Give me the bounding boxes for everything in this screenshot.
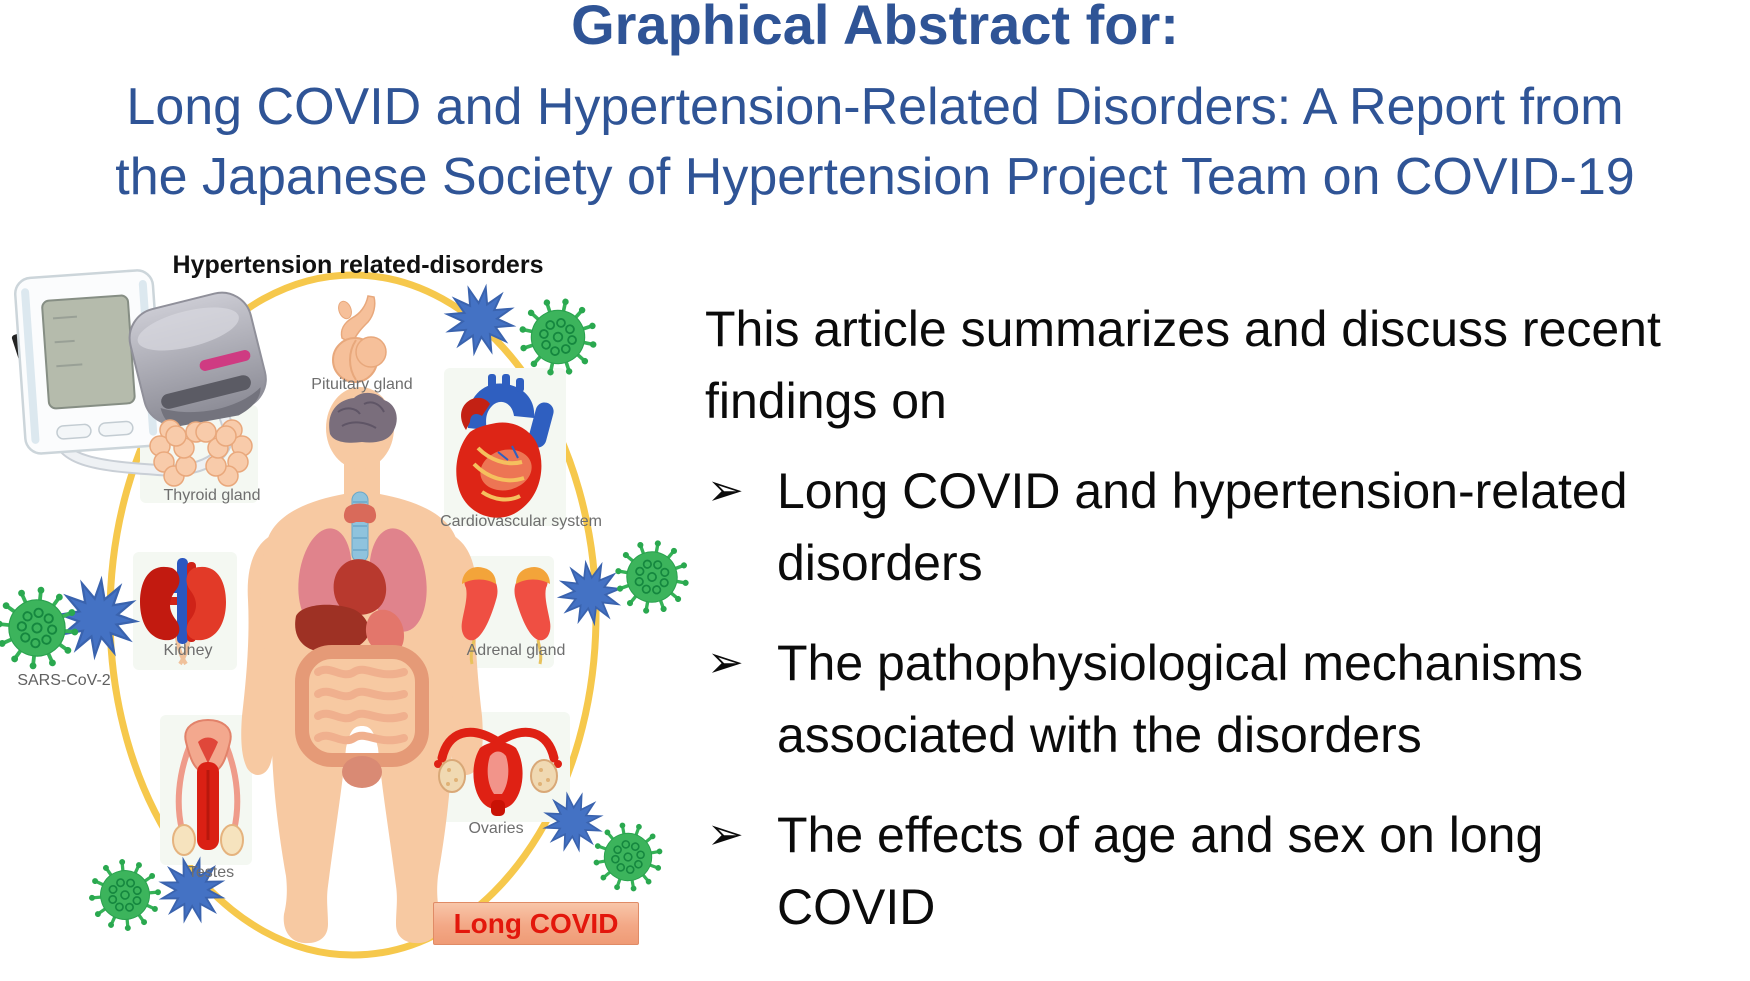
bullet-text: Long COVID and hypertension-related diso… (777, 463, 1628, 591)
bullet-arrow-icon: ➢ (707, 465, 744, 516)
page-subtitle: Long COVID and Hypertension-Related Diso… (0, 72, 1750, 212)
starburst-icon (555, 558, 625, 628)
label-adrenal-gland: Adrenal gland (466, 642, 566, 659)
ovaries-icon (434, 727, 562, 816)
virus-icon (585, 814, 671, 900)
virus-icon (602, 527, 700, 627)
label-pituitary-gland: Pituitary gland (311, 376, 413, 393)
bullet-item-age-sex: ➢ The effects of age and sex on long COV… (707, 799, 1712, 943)
illustration-heading: Hypertension related-disorders (172, 251, 544, 279)
kidney-icon (140, 558, 226, 666)
bullet-arrow-icon: ➢ (707, 809, 744, 860)
label-testes: Testes (187, 864, 235, 881)
long-covid-label: Long COVID (453, 907, 619, 939)
subtitle-line-2: the Japanese Society of Hypertension Pro… (115, 148, 1635, 206)
heart-icon (456, 374, 554, 518)
subtitle-line-1: Long COVID and Hypertension-Related Diso… (126, 78, 1624, 136)
testes-icon (172, 718, 244, 856)
page-title: Graphical Abstract for: (571, 0, 1179, 56)
bullet-item-long-covid: ➢ Long COVID and hypertension-related di… (707, 455, 1712, 599)
human-body-illustration (241, 387, 483, 944)
thyroid-gland-icon (149, 419, 253, 487)
bullet-text: The effects of age and sex on long COVID (777, 807, 1544, 935)
label-ovaries: Ovaries (468, 820, 524, 837)
bullet-item-mechanisms: ➢ The pathophysiological mechanisms asso… (707, 627, 1712, 771)
label-kidney: Kidney (163, 642, 213, 659)
label-thyroid-gland: Thyroid gland (163, 487, 261, 504)
label-cardiovascular-system: Cardiovascular system (440, 513, 602, 530)
label-sars-cov-2: SARS-CoV-2 (17, 672, 111, 689)
bullet-text: The pathophysiological mechanisms associ… (777, 635, 1583, 763)
adrenal-gland-icon (461, 566, 551, 665)
long-covid-badge: Long COVID (433, 902, 639, 945)
bullet-arrow-icon: ➢ (707, 637, 744, 688)
starburst-icon (55, 575, 141, 661)
pituitary-gland-icon (332, 295, 387, 383)
summary-intro: This article summarizes and discuss rece… (705, 301, 1661, 429)
anatomy-illustration (0, 269, 700, 959)
virus-icon (75, 845, 175, 945)
